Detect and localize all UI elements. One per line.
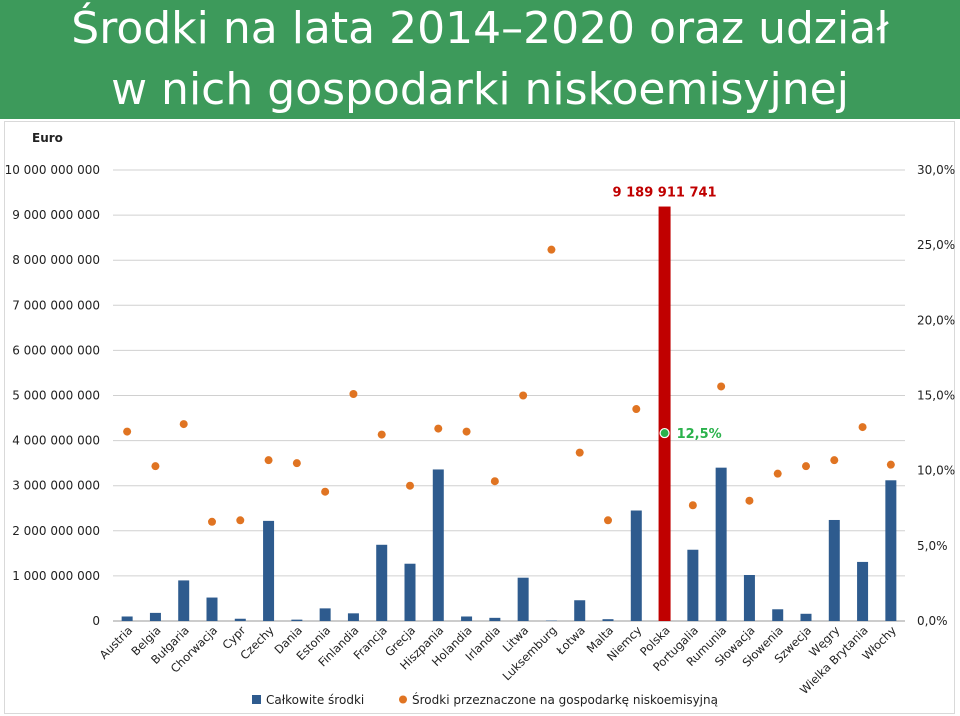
y2-tick-label: 5,0% bbox=[917, 539, 948, 553]
y-tick-label: 4 000 000 000 bbox=[12, 434, 100, 448]
y-tick-label: 6 000 000 000 bbox=[12, 343, 100, 357]
y2-tick-label: 0,0% bbox=[917, 614, 948, 628]
x-tick-label: Łotwa bbox=[553, 623, 588, 658]
dot bbox=[179, 420, 188, 429]
dot bbox=[858, 423, 867, 432]
bar bbox=[404, 563, 416, 621]
highlight-value-label: 9 189 911 741 bbox=[613, 186, 717, 201]
bar bbox=[319, 608, 331, 621]
chart-frame bbox=[4, 121, 955, 714]
y-tick-label: 0 bbox=[92, 614, 100, 628]
title-band: Środki na lata 2014–2020 oraz udział w n… bbox=[0, 0, 960, 119]
dot bbox=[406, 481, 414, 490]
y-tick-label: 8 000 000 000 bbox=[12, 253, 100, 267]
dot bbox=[321, 487, 330, 496]
y-tick-label: 5 000 000 000 bbox=[12, 389, 100, 403]
y-axis-label: Euro bbox=[32, 131, 63, 145]
dot bbox=[377, 430, 386, 439]
bar bbox=[800, 613, 812, 621]
y2-tick-label: 30,0% bbox=[917, 163, 955, 177]
legend-swatch-bar bbox=[252, 695, 261, 704]
dot bbox=[434, 424, 443, 433]
y-tick-label: 2 000 000 000 bbox=[12, 524, 100, 538]
legend-label: Środki przeznaczone na gospodarkę niskoe… bbox=[412, 692, 718, 707]
title-line-2: w nich gospodarki niskoemisyjnej bbox=[111, 64, 849, 115]
legend-swatch-dot bbox=[399, 695, 407, 704]
bar bbox=[828, 519, 840, 621]
dot bbox=[547, 245, 556, 254]
bar bbox=[206, 597, 218, 621]
bar bbox=[658, 206, 671, 621]
y2-tick-label: 10,0% bbox=[917, 464, 955, 478]
bar bbox=[489, 617, 501, 621]
highlight-pct-label: 12,5% bbox=[677, 427, 722, 442]
dot bbox=[688, 501, 697, 510]
dot bbox=[659, 427, 670, 439]
bar bbox=[178, 580, 190, 621]
dot bbox=[292, 459, 301, 468]
bar bbox=[517, 577, 529, 621]
dot bbox=[604, 516, 612, 525]
y-tick-label: 9 000 000 000 bbox=[12, 208, 100, 222]
y-tick-label: 7 000 000 000 bbox=[12, 298, 100, 312]
dot bbox=[236, 516, 245, 525]
bar bbox=[376, 544, 388, 621]
dot bbox=[208, 517, 216, 526]
bar bbox=[291, 619, 303, 621]
bar bbox=[121, 616, 133, 621]
dot bbox=[575, 448, 584, 457]
y2-tick-label: 15,0% bbox=[917, 389, 955, 403]
y-tick-label: 3 000 000 000 bbox=[12, 479, 100, 493]
dot bbox=[830, 456, 839, 465]
y2-tick-label: 25,0% bbox=[917, 238, 955, 252]
bar bbox=[347, 613, 359, 621]
dot bbox=[123, 427, 132, 436]
bar bbox=[461, 616, 473, 621]
dot bbox=[886, 460, 895, 469]
dot bbox=[462, 427, 471, 436]
bar bbox=[687, 549, 699, 621]
y-tick-label: 10 000 000 000 bbox=[5, 163, 100, 177]
dot bbox=[151, 462, 160, 471]
dot bbox=[632, 405, 641, 414]
dot bbox=[264, 456, 273, 465]
dot bbox=[349, 389, 358, 398]
bar bbox=[574, 600, 586, 621]
bar bbox=[432, 469, 444, 621]
title-line-1: Środki na lata 2014–2020 oraz udział bbox=[71, 3, 889, 54]
legend-label: Całkowite środki bbox=[266, 693, 364, 707]
dot bbox=[490, 477, 499, 486]
dot bbox=[717, 382, 726, 391]
x-tick-label: Austria bbox=[97, 623, 136, 662]
bar bbox=[857, 561, 869, 621]
dot bbox=[519, 391, 528, 400]
dot bbox=[773, 469, 782, 478]
bar bbox=[630, 510, 642, 621]
bar bbox=[602, 619, 614, 621]
bar bbox=[715, 467, 727, 621]
bar bbox=[263, 520, 275, 621]
y-tick-label: 1 000 000 000 bbox=[12, 569, 100, 583]
bar bbox=[772, 609, 784, 621]
y2-tick-label: 20,0% bbox=[917, 313, 955, 327]
dot bbox=[745, 496, 754, 505]
bar bbox=[885, 480, 897, 621]
bar bbox=[743, 574, 755, 621]
bar bbox=[234, 618, 246, 621]
bar bbox=[149, 612, 161, 621]
dot bbox=[802, 462, 810, 471]
